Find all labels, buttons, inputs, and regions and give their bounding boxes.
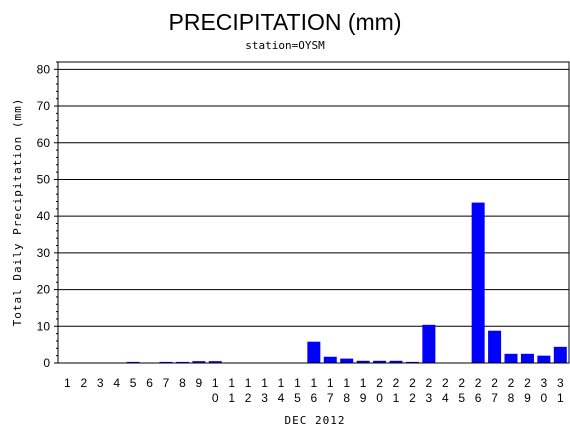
chart-title: PRECIPITATION (mm)	[169, 9, 402, 35]
x-tick-label: 0	[212, 391, 219, 405]
plot-frame	[57, 61, 570, 364]
x-tick-label: 7	[163, 376, 170, 390]
bar-day-17	[323, 356, 337, 363]
chart-subtitle: station=OYSM	[245, 39, 325, 52]
x-tick-label: 2	[80, 376, 87, 390]
x-tick-label: 7	[327, 391, 334, 405]
bar-day-28	[504, 353, 518, 363]
x-tick-label: 3	[541, 376, 548, 390]
x-tick-label: 8	[179, 376, 186, 390]
bar-day-16	[307, 341, 321, 363]
x-tick-label: 8	[343, 391, 350, 405]
bar-day-18	[340, 358, 354, 363]
x-tick-label: 9	[524, 391, 531, 405]
y-axis: 0 10 20 30 40 50 60 70 80	[37, 61, 58, 370]
x-tick-label: 1	[393, 391, 400, 405]
x-tick-label: 3	[557, 376, 564, 390]
x-tick-label: 2	[409, 376, 416, 390]
x-tick-label: 6	[475, 391, 482, 405]
bar-day-7	[159, 361, 173, 363]
bar-day-27	[488, 330, 502, 363]
x-tick-label: 3	[261, 391, 268, 405]
x-tick-label: 2	[442, 376, 449, 390]
bar-day-9	[192, 361, 206, 363]
x-tick-label: 2	[508, 376, 515, 390]
gridlines	[58, 68, 569, 327]
bar-day-23	[422, 324, 436, 363]
bar-day-10	[208, 361, 222, 363]
x-tick-label: 3	[426, 391, 433, 405]
x-tick-label: 2	[491, 376, 498, 390]
x-tick-label: 2	[376, 376, 383, 390]
x-tick-label: 4	[278, 391, 285, 405]
y-tick-label: 80	[37, 62, 51, 76]
bar-day-20	[373, 360, 387, 363]
x-tick-label: 2	[426, 376, 433, 390]
x-tick-label: 1	[311, 376, 318, 390]
y-tick-label: 10	[37, 319, 51, 333]
y-tick-label: 0	[43, 356, 50, 370]
x-tick-label: 7	[491, 391, 498, 405]
x-tick-label: 4	[113, 376, 120, 390]
x-tick-label: 2	[245, 391, 252, 405]
bar-day-19	[356, 360, 370, 363]
x-tick-label: 9	[360, 391, 367, 405]
x-axis: 1 2 3 4 5 6 7 8 9 1011121314151617181920212223242…	[64, 376, 564, 405]
x-tick-label: 1	[343, 376, 350, 390]
x-tick-label: 1	[261, 376, 268, 390]
y-tick-label: 50	[37, 172, 51, 186]
x-tick-label: 1	[212, 376, 219, 390]
x-tick-label: 5	[458, 391, 465, 405]
x-tick-label: 1	[360, 376, 367, 390]
y-tick-label: 30	[37, 246, 51, 260]
bar-day-31	[553, 346, 567, 363]
bar-day-5	[126, 361, 140, 363]
x-axis-label: DEC 2012	[285, 414, 346, 427]
bar-day-21	[389, 360, 403, 363]
y-axis-label: Total Daily Precipitation (mm)	[11, 98, 24, 327]
x-tick-label: 2	[393, 376, 400, 390]
y-tick-label: 60	[37, 136, 51, 150]
bar-day-29	[520, 353, 534, 363]
x-tick-label: 2	[458, 376, 465, 390]
x-tick-label: 1	[245, 376, 252, 390]
x-tick-label: 0	[541, 391, 548, 405]
x-tick-label: 1	[557, 391, 564, 405]
x-tick-label: 9	[195, 376, 202, 390]
bars	[126, 202, 567, 363]
bar-day-22	[405, 361, 419, 363]
x-tick-label: 0	[376, 391, 383, 405]
x-tick-label: 8	[508, 391, 515, 405]
y-tick-label: 20	[37, 283, 51, 297]
x-tick-label: 1	[228, 376, 235, 390]
x-tick-label: 4	[442, 391, 449, 405]
x-tick-label: 5	[294, 391, 301, 405]
bar-day-26	[471, 202, 485, 363]
x-tick-label: 1	[64, 376, 71, 390]
y-tick-label: 40	[37, 209, 51, 223]
y-tick-label: 70	[37, 99, 51, 113]
x-tick-label: 5	[130, 376, 137, 390]
x-tick-label: 2	[475, 376, 482, 390]
x-tick-label: 1	[228, 391, 235, 405]
x-tick-label: 1	[294, 376, 301, 390]
x-tick-label: 3	[97, 376, 104, 390]
x-tick-label: 1	[278, 376, 285, 390]
bar-day-8	[175, 361, 189, 363]
bar-day-30	[537, 355, 551, 363]
x-tick-label: 6	[146, 376, 153, 390]
x-tick-label: 6	[311, 391, 318, 405]
x-tick-label: 2	[409, 391, 416, 405]
x-tick-label: 1	[327, 376, 334, 390]
x-tick-label: 2	[524, 376, 531, 390]
